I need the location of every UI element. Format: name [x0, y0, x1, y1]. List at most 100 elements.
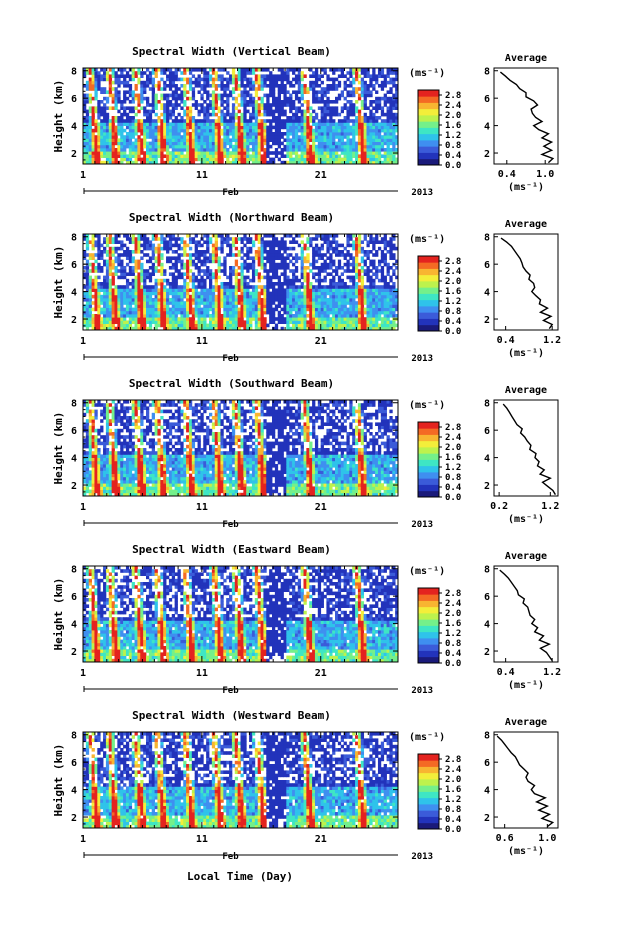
heatmap-cell	[251, 132, 256, 136]
heatmap-cell	[209, 320, 213, 324]
x-tick-label: 21	[315, 170, 327, 181]
heatmap-cell	[191, 157, 196, 162]
heatmap-cell	[312, 128, 316, 133]
heatmap-cell	[157, 310, 161, 315]
heatmap-cell	[206, 141, 210, 146]
heatmap-cell	[214, 141, 218, 146]
heatmap-cell	[340, 250, 344, 254]
heatmap-cell	[337, 304, 342, 308]
heatmap-cell	[220, 80, 224, 85]
heatmap-cell	[386, 90, 390, 94]
heatmap-cell	[237, 77, 241, 82]
heatmap-cell	[326, 157, 330, 162]
heatmap-cell	[111, 326, 115, 331]
heatmap-cell	[180, 307, 184, 312]
heatmap-cell	[375, 90, 379, 94]
heatmap-cell	[120, 112, 124, 117]
heatmap-cell	[88, 285, 92, 289]
heatmap-cell	[260, 301, 264, 305]
heatmap-cell	[286, 323, 290, 328]
heatmap-cell	[103, 298, 107, 302]
heatmap-cell	[171, 160, 176, 165]
heatmap-cell	[105, 275, 110, 280]
heatmap-cell	[137, 250, 141, 254]
heatmap-cell	[131, 259, 135, 264]
heatmap-cell	[366, 151, 370, 155]
heatmap-cell	[320, 90, 324, 94]
heatmap-cell	[131, 291, 135, 296]
heatmap-cell	[337, 68, 342, 72]
heatmap-cell	[277, 100, 281, 104]
heatmap-cell	[131, 132, 135, 136]
heatmap-cell	[171, 285, 176, 289]
heatmap-cell	[203, 71, 207, 75]
heatmap-cell	[97, 106, 101, 110]
heatmap-cell	[249, 68, 253, 72]
heatmap-cell	[94, 288, 98, 292]
heatmap-cell	[297, 288, 302, 292]
heatmap-cell	[375, 116, 379, 120]
heatmap-cell	[114, 157, 118, 162]
heatmap-cell	[234, 128, 239, 133]
heatmap-cell	[234, 96, 239, 101]
heatmap-cell	[243, 138, 247, 142]
heatmap-cell	[94, 259, 98, 264]
heatmap-cell	[260, 266, 264, 270]
heatmap-cell	[303, 304, 307, 308]
heatmap-cell	[111, 275, 115, 280]
heatmap-cell	[229, 278, 233, 283]
heatmap-cell	[103, 282, 107, 286]
heatmap-cell	[240, 68, 244, 72]
heatmap-cell	[366, 106, 370, 110]
heatmap-cell	[134, 96, 138, 101]
heatmap-cell	[377, 154, 382, 158]
heatmap-cell	[274, 116, 279, 120]
heatmap-cell	[246, 90, 250, 94]
heatmap-cell	[166, 122, 170, 126]
heatmap-cell	[332, 275, 336, 280]
heatmap-cell	[108, 237, 113, 241]
heatmap-cell	[320, 285, 324, 289]
heatmap-cell	[114, 138, 118, 142]
heatmap-cell	[263, 323, 267, 328]
heatmap-cell	[234, 74, 239, 78]
heatmap-cell	[194, 103, 198, 107]
heatmap-cell	[343, 87, 347, 91]
heatmap-cell	[140, 132, 144, 136]
heatmap-cell	[280, 237, 284, 241]
heatmap-cell	[289, 298, 293, 302]
heatmap-cell	[237, 132, 241, 136]
colorbar-tick-label: 2.8	[445, 91, 461, 101]
heatmap-cell	[234, 275, 239, 280]
heatmap-cell	[117, 144, 121, 149]
heatmap-cell	[200, 141, 204, 146]
heatmap-cell	[160, 317, 164, 321]
heatmap-cell	[140, 294, 144, 299]
heatmap-cell	[120, 68, 124, 72]
heatmap-cell	[306, 282, 310, 286]
heatmap-cell	[103, 294, 107, 299]
heatmap-cell	[329, 246, 333, 251]
heatmap-cell	[300, 116, 304, 120]
heatmap-cell	[134, 148, 138, 152]
heatmap-cell	[117, 116, 121, 120]
heatmap-cell	[171, 320, 176, 324]
heatmap-cell	[143, 323, 147, 328]
heatmap-cell	[180, 84, 184, 88]
heatmap-cell	[194, 294, 198, 299]
heatmap-cell	[123, 307, 127, 312]
heatmap-cell	[163, 243, 167, 248]
heatmap-cell	[363, 116, 367, 120]
heatmap-cell	[137, 103, 141, 107]
heatmap-cell	[186, 148, 190, 152]
heatmap-cell	[292, 320, 296, 324]
heatmap-cell	[283, 74, 287, 78]
heatmap-cell	[140, 275, 144, 280]
heatmap-cell	[303, 314, 307, 318]
heatmap-cell	[100, 106, 104, 110]
heatmap-cell	[263, 84, 267, 88]
heatmap-cell	[306, 240, 310, 244]
heatmap-cell	[303, 278, 307, 283]
heatmap-cell	[257, 301, 261, 305]
heatmap-cell	[209, 119, 213, 123]
